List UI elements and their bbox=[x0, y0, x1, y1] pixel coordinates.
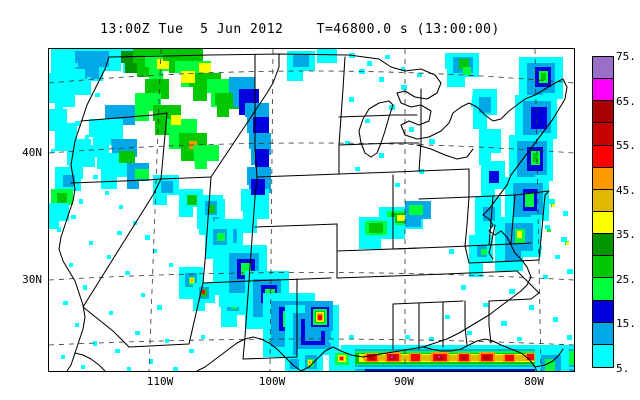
precip-southern-plains bbox=[179, 245, 339, 371]
colorbar-band-55 bbox=[593, 145, 613, 168]
map-canvas bbox=[49, 49, 574, 371]
colorbar-tick-25: 25. bbox=[616, 272, 636, 286]
map-outlines bbox=[58, 53, 568, 371]
colorbar-tick-65: 65. bbox=[616, 94, 636, 108]
colorbar-band-20 bbox=[593, 300, 613, 323]
precipitation-field bbox=[49, 49, 574, 371]
precip-offshore bbox=[329, 335, 572, 355]
figure-title: 13:00Z Tue 5 Jun 2012 T=46800.0 s (13:00… bbox=[100, 22, 500, 37]
colorbar-band-45 bbox=[593, 189, 613, 212]
colorbar-band-70 bbox=[593, 79, 613, 102]
x-axis-tick-100w: 100W bbox=[258, 375, 286, 388]
colorbar-tick-75: 75. bbox=[616, 50, 636, 63]
colorbar-band-60 bbox=[593, 123, 613, 146]
colorbar[interactable] bbox=[592, 56, 614, 368]
colorbar-tick-35: 35. bbox=[616, 228, 636, 242]
colorbar-tick-5: 5. bbox=[616, 362, 630, 375]
colorbar-band-30 bbox=[593, 256, 613, 279]
colorbar-tick-15: 15. bbox=[616, 317, 636, 331]
precip-west-speckle bbox=[51, 57, 205, 371]
precip-gulf-squall-line bbox=[329, 345, 574, 371]
colorbar-band-65 bbox=[593, 101, 613, 124]
precip-northern-rockies bbox=[287, 49, 337, 81]
precip-southeast bbox=[445, 249, 558, 341]
colorbar-band-15 bbox=[593, 322, 613, 345]
colorbar-band-75 bbox=[593, 57, 613, 80]
precip-northeast bbox=[495, 57, 573, 279]
map-plot-area[interactable] bbox=[48, 48, 575, 372]
colorbar-band-35 bbox=[593, 234, 613, 257]
y-axis-tick-40n: 40N bbox=[22, 146, 42, 159]
x-axis-tick-80w: 80W bbox=[524, 375, 544, 388]
colorbar-tick-labels: 75. 65. 55. 45. 35. 25. 15. 5. bbox=[616, 48, 640, 378]
colorbar-tick-55: 55. bbox=[616, 139, 636, 153]
x-axis-tick-90w: 90W bbox=[394, 375, 414, 388]
colorbar-tick-45: 45. bbox=[616, 183, 636, 197]
colorbar-band-25 bbox=[593, 278, 613, 301]
lat-lon-graticule bbox=[49, 49, 574, 371]
colorbar-band-40 bbox=[593, 211, 613, 235]
precip-upper-midwest-cell bbox=[445, 53, 479, 87]
y-axis-tick-30n: 30N bbox=[22, 273, 42, 286]
colorbar-band-5 bbox=[593, 344, 613, 367]
x-axis-tick-110w: 110W bbox=[146, 375, 174, 388]
precip-ohio-valley bbox=[359, 201, 431, 249]
colorbar-band-50 bbox=[593, 167, 613, 190]
